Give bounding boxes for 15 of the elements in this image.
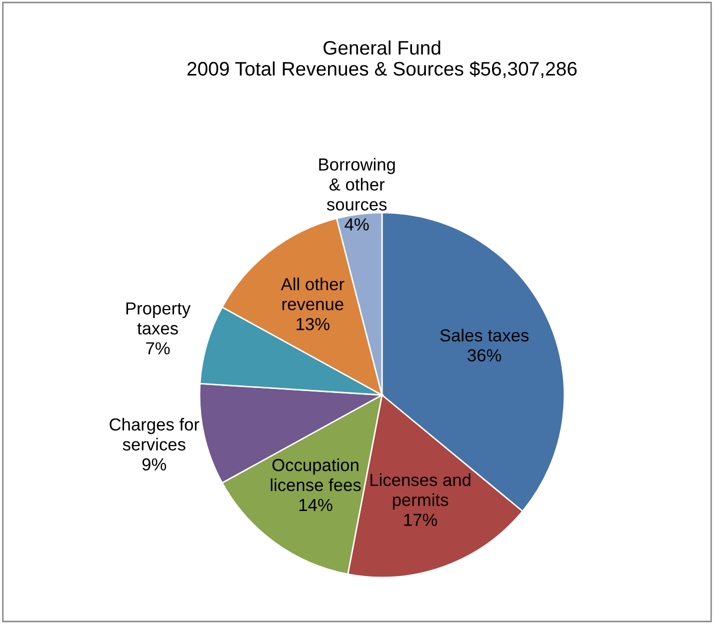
data-label: 13% [296,318,330,330]
slice-label: Property taxes [126,302,191,335]
slice-label: Licenses and permits [370,473,470,510]
data-label: 17% [404,514,438,526]
slice-label: Occupation license fees [270,458,361,492]
data-label: 9% [142,458,166,471]
slice-label: Charges for services [110,418,200,451]
data-label: 36% [468,349,502,362]
slice-label: Sales taxes [440,328,529,342]
data-label: 14% [299,498,332,512]
slice-label: Borrowing & other sources [319,158,395,211]
slice-label: All other revenue [280,278,344,310]
chart-title: General Fund 2009 Total Revenues & Sources $56,307,286 [188,40,577,78]
data-label: 7% [146,342,170,354]
data-label: 4% [344,218,369,230]
